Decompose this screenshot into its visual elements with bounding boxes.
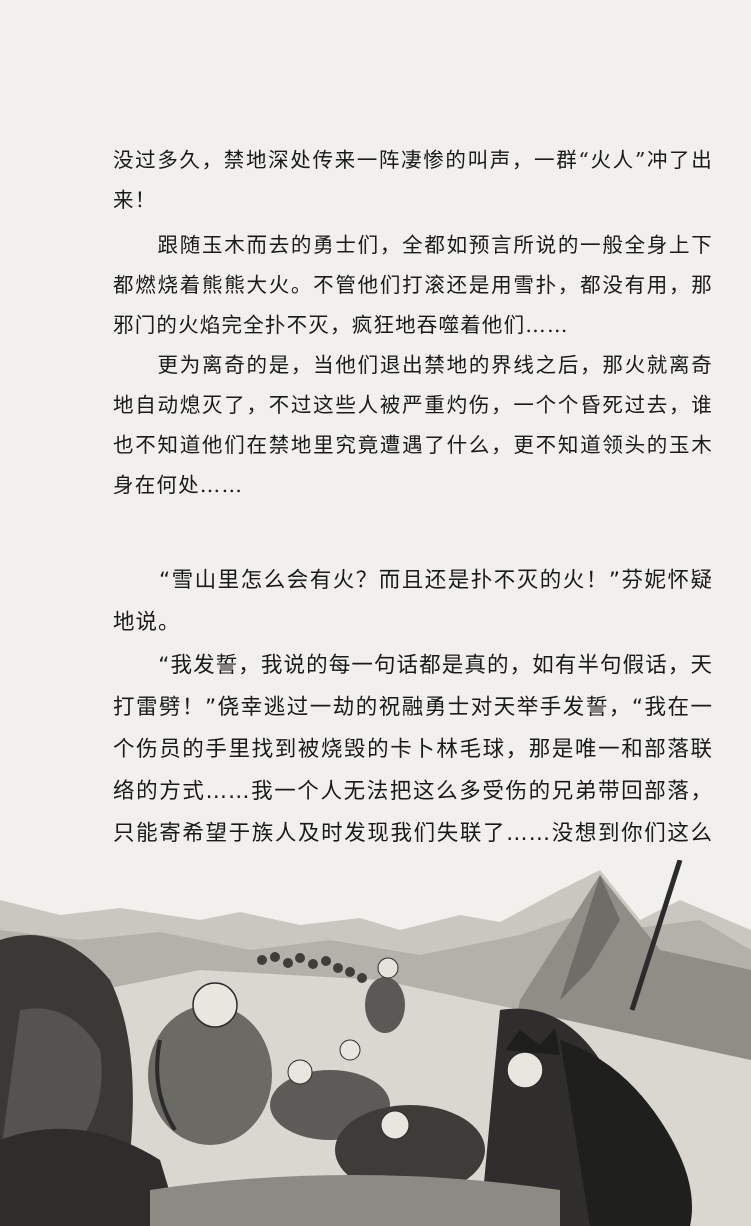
paragraph-4: “雪山里怎么会有火？而且还是扑不灭的火！”芬妮怀疑地说。: [113, 568, 713, 635]
illustration-wounded-warriors: [0, 860, 751, 1226]
paragraph-3: 更为离奇的是，当他们退出禁地的界线之后，那火就离奇地自动熄灭了，不过这些人被严重…: [113, 353, 713, 497]
paragraph-1: 没过多久，禁地深处传来一阵凄惨的叫声，一群“火人”冲了出来！: [113, 148, 713, 212]
paragraph-2: 跟随玉木而去的勇士们，全都如预言所说的一般全身上下都燃烧着熊熊大火。不管他们打滚…: [113, 233, 713, 337]
